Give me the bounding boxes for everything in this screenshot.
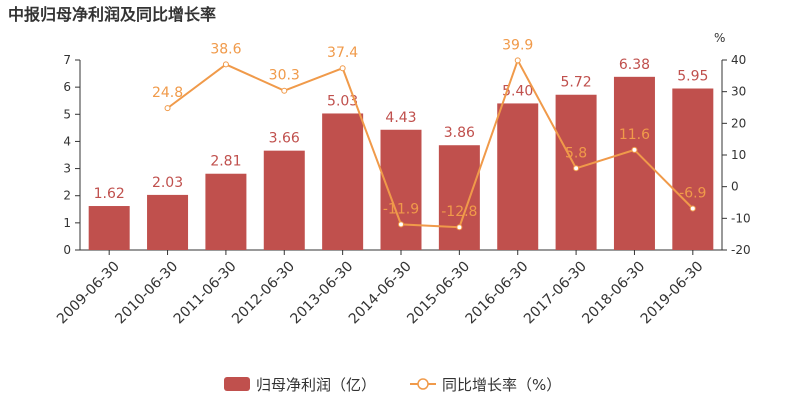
bar bbox=[147, 194, 189, 250]
y-left-tick-label: 0 bbox=[63, 243, 71, 257]
y-left-tick-label: 4 bbox=[63, 134, 71, 148]
bar-value-label: 3.66 bbox=[269, 131, 300, 147]
line-point bbox=[398, 221, 404, 228]
y-left-tick-label: 3 bbox=[63, 162, 71, 176]
bar bbox=[380, 129, 422, 250]
line-point bbox=[222, 61, 229, 68]
bar-value-label: 2.03 bbox=[152, 175, 183, 191]
bar-series: 1.62 2.03 2.81 3.66 5.03 4.43 3.86 5.40 5.72 6.38… bbox=[88, 57, 714, 250]
bar-value-label: 5.72 bbox=[561, 75, 592, 91]
bar-value-label: 4.43 bbox=[385, 110, 416, 126]
y-axis-left: 0 1 2 3 4 5 6 7 bbox=[63, 53, 81, 257]
bar-value-label: 3.86 bbox=[444, 125, 475, 141]
line-value-label: 30.3 bbox=[269, 68, 300, 84]
y-left-tick-label: 1 bbox=[63, 216, 71, 230]
line-point bbox=[164, 105, 171, 112]
y-right-tick-label: 40 bbox=[731, 53, 746, 67]
bar bbox=[205, 173, 247, 250]
legend-bar-swatch bbox=[224, 377, 250, 391]
x-tick-label: 2019-06-30 bbox=[638, 258, 707, 327]
y-right-tick-label: 20 bbox=[731, 116, 746, 130]
line-value-label: 38.6 bbox=[210, 41, 241, 57]
chart-title: 中报归母净利润及同比增长率 bbox=[8, 5, 216, 24]
line-point bbox=[631, 146, 638, 153]
line-point bbox=[339, 65, 346, 72]
y-left-tick-label: 6 bbox=[63, 80, 71, 94]
legend-line-label: 同比增长率（%） bbox=[442, 376, 561, 394]
line-value-label: -6.9 bbox=[679, 186, 706, 202]
line-point bbox=[514, 57, 521, 64]
bar bbox=[263, 150, 305, 250]
bar-value-label: 5.40 bbox=[502, 83, 533, 99]
line-value-label: 39.9 bbox=[502, 37, 533, 53]
line-series: 24.8 38.6 30.3 37.4 -11.9 -12.8 39.9 5.8 11.6 -6.… bbox=[152, 37, 706, 231]
bar bbox=[88, 206, 130, 250]
y-right-tick-label: -20 bbox=[731, 243, 751, 257]
line-value-label: 5.8 bbox=[565, 145, 587, 161]
bar-value-label: 6.38 bbox=[619, 57, 650, 73]
line-value-label: 37.4 bbox=[327, 45, 358, 61]
bar bbox=[438, 145, 480, 250]
bar bbox=[555, 94, 597, 250]
line-value-label: 11.6 bbox=[619, 127, 650, 143]
y-right-tick-label: 0 bbox=[731, 180, 739, 194]
line-value-label: 24.8 bbox=[152, 85, 183, 101]
line-point bbox=[573, 165, 580, 172]
line-point bbox=[689, 205, 696, 212]
legend: 归母净利润（亿） 同比增长率（%） bbox=[224, 376, 561, 394]
bar-value-label: 5.03 bbox=[327, 93, 358, 109]
y-left-tick-label: 5 bbox=[63, 107, 71, 121]
bar bbox=[322, 113, 364, 250]
line-value-label: -12.8 bbox=[441, 204, 477, 220]
y-right-tick-label: -10 bbox=[731, 211, 751, 225]
y-right-tick-label: 10 bbox=[731, 148, 746, 162]
growth-line bbox=[166, 57, 694, 229]
line-point bbox=[456, 224, 463, 231]
y-left-tick-label: 7 bbox=[63, 53, 71, 67]
bar bbox=[497, 103, 539, 250]
line-value-label: -11.9 bbox=[383, 201, 419, 217]
x-axis: 2009-06-302010-06-302011-06-302012-06-30… bbox=[54, 249, 722, 327]
line-point bbox=[281, 87, 288, 94]
bar-value-label: 5.95 bbox=[677, 69, 708, 85]
y-axis-right: -20 -10 0 10 20 30 40 bbox=[721, 53, 751, 257]
bar bbox=[672, 88, 714, 250]
y-right-tick-label: 30 bbox=[731, 85, 746, 99]
bar-value-label: 2.81 bbox=[210, 154, 241, 170]
legend-bar-label: 归母净利润（亿） bbox=[256, 376, 376, 394]
y-left-tick-label: 2 bbox=[63, 189, 71, 203]
legend-line-marker bbox=[417, 378, 429, 390]
bar-value-label: 1.62 bbox=[94, 186, 125, 202]
y-right-unit: % bbox=[714, 31, 725, 45]
